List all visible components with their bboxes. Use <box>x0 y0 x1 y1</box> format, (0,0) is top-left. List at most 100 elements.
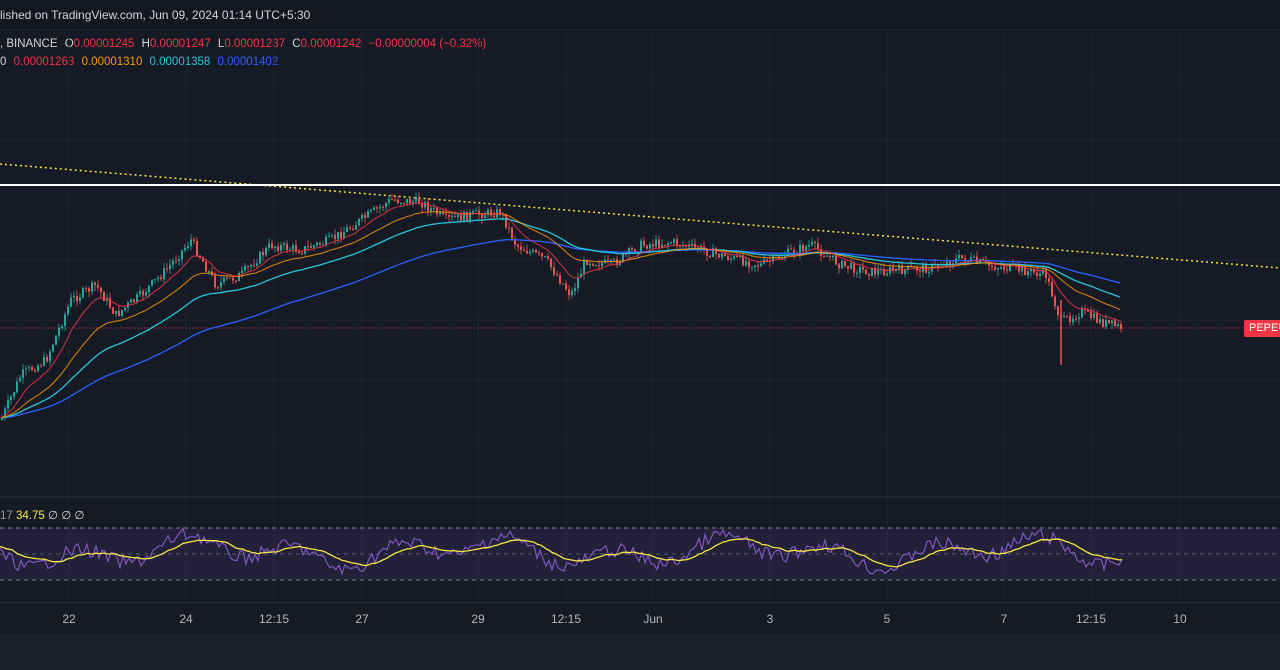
candle-body <box>739 255 741 257</box>
time-axis[interactable]: 22 24 12:15 27 29 12:15 Jun 3 5 7 12:15 … <box>0 602 1280 635</box>
ma-legend-prefix: 0 <box>0 56 7 68</box>
candle-body <box>97 285 99 288</box>
candle-body <box>322 244 324 246</box>
candle-body <box>1114 320 1116 326</box>
candle-body <box>418 196 420 204</box>
candle-body <box>382 206 384 208</box>
candle-body <box>292 245 294 250</box>
candle-body <box>877 270 879 275</box>
candle-body <box>1045 269 1047 278</box>
candle-body <box>790 248 792 250</box>
candle-body <box>670 242 672 244</box>
candle-body <box>724 253 726 257</box>
x-tick: 27 <box>355 612 369 626</box>
candle-body <box>1081 309 1083 318</box>
candle-body <box>553 267 555 275</box>
candle-body <box>106 298 108 301</box>
candle-body <box>346 227 348 233</box>
ma-orange-line <box>0 211 1121 419</box>
candle-body <box>451 216 453 218</box>
candle-body <box>274 246 276 249</box>
candle-body <box>409 198 411 204</box>
price-chart[interactable] <box>0 30 1280 602</box>
candle-body <box>364 214 366 218</box>
candle-body <box>253 264 255 266</box>
candle-body <box>184 247 186 251</box>
candle-body <box>343 232 345 239</box>
ma-red-line <box>0 202 1121 419</box>
chart-grid <box>0 30 1280 602</box>
candle-body <box>115 310 117 314</box>
x-tick: Jun <box>643 612 663 626</box>
candle-body <box>130 299 132 303</box>
candle-body <box>667 243 669 246</box>
candle-body <box>580 273 582 278</box>
x-tick: 12:15 <box>550 612 582 626</box>
candle-body <box>547 256 549 259</box>
candle-body <box>205 261 207 272</box>
candle-body <box>481 214 483 219</box>
candle-body <box>766 259 768 261</box>
candle-body <box>52 344 54 352</box>
candle-body <box>13 392 15 397</box>
x-tick: 3 <box>766 612 774 626</box>
candles <box>1 192 1122 421</box>
candle-body <box>316 242 318 246</box>
candle-body <box>325 236 327 245</box>
candle-body <box>223 277 225 283</box>
candle-body <box>1033 268 1035 273</box>
candle-body <box>400 202 402 204</box>
candle-body <box>754 265 756 268</box>
candle-body <box>208 271 210 273</box>
close-label: C <box>292 38 301 50</box>
candle-body <box>595 264 597 266</box>
candle-body <box>574 288 576 292</box>
candle-body <box>1042 269 1044 274</box>
candle-body <box>421 203 423 208</box>
candle-body <box>892 267 894 272</box>
candle-body <box>610 260 612 262</box>
candle-body <box>250 264 252 267</box>
candle-body <box>808 244 810 247</box>
candle-body <box>589 263 591 266</box>
candle-body <box>532 249 534 252</box>
candle-body <box>271 243 273 249</box>
candle-body <box>1051 281 1053 297</box>
candle-body <box>124 307 126 311</box>
candle-body <box>1057 306 1059 316</box>
candle-body <box>280 245 282 251</box>
candle-body <box>4 408 6 418</box>
ma-blue-line <box>0 238 1121 419</box>
candle-body <box>1075 318 1077 320</box>
candle-body <box>454 216 456 218</box>
candle-body <box>562 283 564 285</box>
candle-body <box>622 253 624 262</box>
candle-body <box>586 260 588 266</box>
candle-body <box>1021 266 1023 272</box>
candle-body <box>1096 313 1098 323</box>
candle-body <box>43 356 45 366</box>
candle-body <box>10 396 12 401</box>
candle-body <box>1111 320 1113 324</box>
candle-body <box>55 335 57 345</box>
published-text: lished on TradingView.com, Jun 09, 2024 … <box>0 7 311 22</box>
x-tick: 24 <box>179 612 193 626</box>
candle-body <box>37 365 39 372</box>
candle-body <box>91 282 93 292</box>
candle-body <box>643 240 645 246</box>
candle-body <box>598 264 600 267</box>
ma-legend: 0 0.00001263 0.00001310 0.00001358 0.000… <box>0 56 282 68</box>
candle-body <box>748 261 750 268</box>
candle-body <box>727 256 729 260</box>
candle-body <box>592 263 594 266</box>
candle-body <box>445 213 447 216</box>
candle-body <box>412 201 414 204</box>
last-price-tag: PEPEU <box>1244 320 1280 337</box>
candle-body <box>1099 319 1101 323</box>
candle-body <box>850 262 852 269</box>
candle-body <box>472 210 474 213</box>
candle-body <box>391 198 393 200</box>
candle-body <box>1078 317 1080 319</box>
candle-body <box>1105 319 1107 327</box>
candle-body <box>886 273 888 276</box>
